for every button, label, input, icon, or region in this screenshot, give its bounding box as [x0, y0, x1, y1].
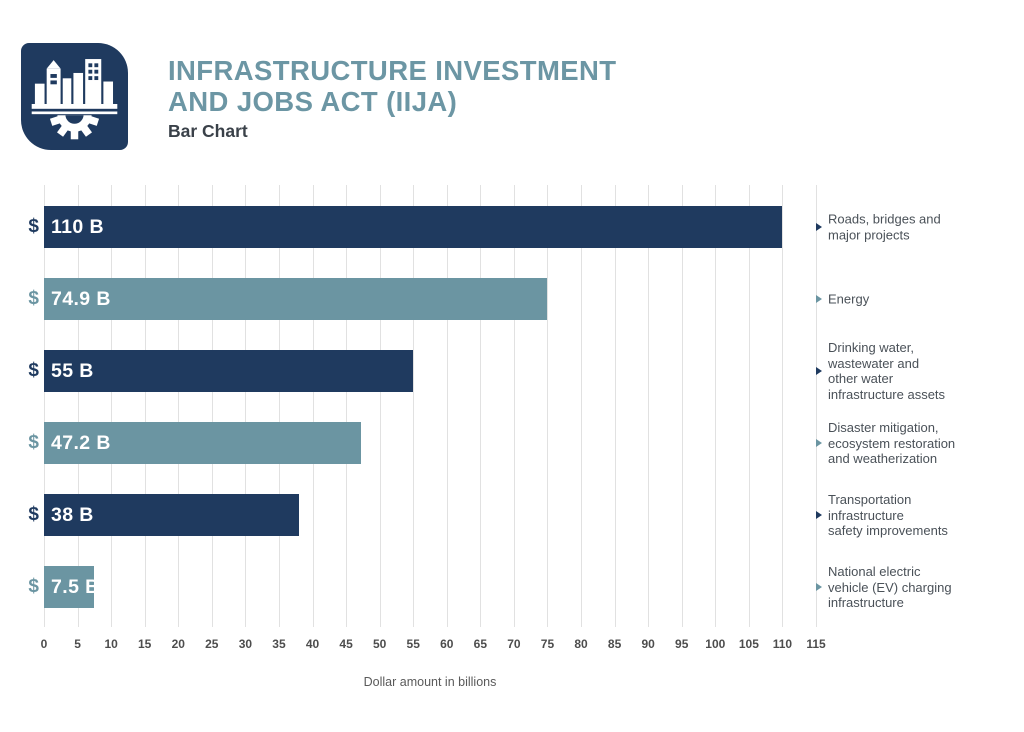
gridline-95: [681, 185, 683, 627]
bar-55-b: [44, 350, 414, 392]
bar-74.9-b: [44, 278, 547, 320]
label-arrow-icon: [816, 511, 822, 519]
page-subtitle: Bar Chart: [168, 121, 248, 141]
gridline-10: [111, 185, 113, 627]
bar-row: 55 B: [44, 350, 816, 392]
gridline-105: [748, 185, 750, 627]
bar-value-label: 55 B: [51, 360, 94, 382]
bar-row: 38 B: [44, 494, 816, 536]
bar-110-b: [44, 206, 783, 248]
x-tick-70: 70: [507, 637, 521, 651]
category-label: Disaster mitigation, ecosystem restorati…: [828, 419, 956, 466]
bar-chart-plot: 110 B 74.9 B 55 B 47.2 B 38 B 7.5 B: [44, 185, 817, 627]
gridline-45: [346, 185, 348, 627]
x-axis-title: Dollar amount in billions: [363, 675, 497, 689]
dollar-sign-icon: $: [28, 360, 39, 381]
category-label: Roads, bridges and major projects: [828, 211, 941, 243]
label-arrow-icon: [816, 439, 822, 447]
bar-value-label: 47.2 B: [51, 432, 111, 454]
bar-38-b: [44, 494, 300, 536]
x-tick-5: 5: [74, 637, 81, 651]
bar-value-label: 110 B: [51, 216, 104, 238]
x-tick-75: 75: [540, 637, 555, 651]
x-tick-105: 105: [738, 637, 759, 651]
gridline-0: [44, 185, 45, 627]
x-tick-60: 60: [440, 637, 454, 651]
gridline-40: [312, 185, 314, 627]
bar-value-label: 38 B: [51, 504, 94, 526]
label-arrow-icon: [816, 583, 822, 591]
category-label: National electric vehicle (EV) charging …: [828, 563, 952, 610]
category-label: Transportation infrastructure safety imp…: [828, 491, 948, 538]
category-label: Drinking water, wastewater and other wat…: [828, 340, 946, 402]
dollar-sign-icon: $: [28, 504, 39, 525]
title-line-1: INFRASTRUCTURE INVESTMENT: [168, 55, 617, 86]
gridline-35: [278, 185, 280, 627]
x-tick-85: 85: [607, 637, 622, 651]
x-tick-115: 115: [806, 637, 826, 651]
x-tick-40: 40: [305, 637, 320, 651]
label-arrow-icon: [816, 295, 822, 303]
dollar-sign-icon: $: [28, 288, 39, 309]
label-arrow-icon: [816, 367, 822, 375]
x-axis-ticks: 0 5 10 15 20 25 30 35 40 45 50 55 60 65 70 75 80 85 90 95 10…: [40, 637, 826, 653]
dollar-sign-icon: $: [28, 576, 39, 597]
gridline-30: [245, 185, 247, 627]
gridline-80: [581, 185, 583, 627]
city-gear-icon: [21, 43, 128, 150]
gridline-55: [413, 185, 415, 627]
gridline-90: [648, 185, 650, 627]
gridline-25: [211, 185, 213, 627]
gridline-5: [77, 185, 79, 627]
bar-47.2-b: [44, 422, 361, 464]
bar-row: 7.5 B: [44, 566, 816, 608]
page-title: INFRASTRUCTURE INVESTMENT AND JOBS ACT (…: [168, 55, 616, 117]
bar-value-label: 74.9 B: [51, 288, 111, 310]
x-tick-15: 15: [138, 637, 152, 651]
x-tick-100: 100: [705, 637, 726, 651]
bar-row: 74.9 B: [44, 278, 816, 320]
gridline-75: [547, 185, 549, 627]
x-tick-30: 30: [238, 637, 253, 651]
label-arrow-icon: [816, 223, 822, 231]
x-tick-80: 80: [574, 637, 588, 651]
x-tick-50: 50: [372, 637, 387, 651]
title-line-2: AND JOBS ACT (IIJA): [168, 86, 458, 117]
x-tick-0: 0: [40, 637, 48, 651]
category-label: Energy: [828, 291, 870, 307]
x-tick-20: 20: [171, 637, 185, 651]
x-tick-25: 25: [205, 637, 219, 651]
x-tick-110: 110: [772, 637, 793, 651]
x-tick-65: 65: [473, 637, 488, 651]
gridline-70: [513, 185, 515, 627]
gridline-100: [715, 185, 717, 627]
x-tick-10: 10: [104, 637, 118, 651]
x-tick-90: 90: [641, 637, 655, 651]
x-tick-55: 55: [406, 637, 420, 651]
x-tick-35: 35: [272, 637, 286, 651]
gridline-20: [178, 185, 180, 627]
gridline-50: [379, 185, 381, 627]
x-tick-45: 45: [339, 637, 353, 651]
gridline-115: [816, 185, 817, 627]
bar-7.5-b: [44, 566, 95, 608]
dollar-sign-icon: $: [28, 216, 39, 237]
gridline-65: [480, 185, 482, 627]
bar-value-label: 7.5 B: [51, 576, 100, 598]
bar-row: 47.2 B: [44, 422, 816, 464]
bar-row: 110 B: [44, 206, 816, 248]
gridline-60: [446, 185, 448, 627]
gridline-110: [782, 185, 784, 627]
x-tick-95: 95: [675, 637, 689, 651]
gridline-85: [614, 185, 616, 627]
dollar-sign-icon: $: [28, 432, 39, 453]
gridline-15: [144, 185, 146, 627]
